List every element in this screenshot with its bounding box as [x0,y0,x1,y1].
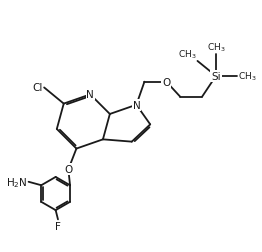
Text: Si: Si [211,72,221,82]
Text: O: O [64,165,73,175]
Text: CH$_3$: CH$_3$ [238,70,256,83]
Text: H$_2$N: H$_2$N [6,175,28,189]
Text: N: N [86,90,94,100]
Text: CH$_3$: CH$_3$ [207,41,225,54]
Text: F: F [55,221,61,231]
Text: N: N [133,100,140,110]
Text: O: O [162,77,171,87]
Text: CH$_3$: CH$_3$ [178,48,196,60]
Text: Cl: Cl [32,83,43,93]
